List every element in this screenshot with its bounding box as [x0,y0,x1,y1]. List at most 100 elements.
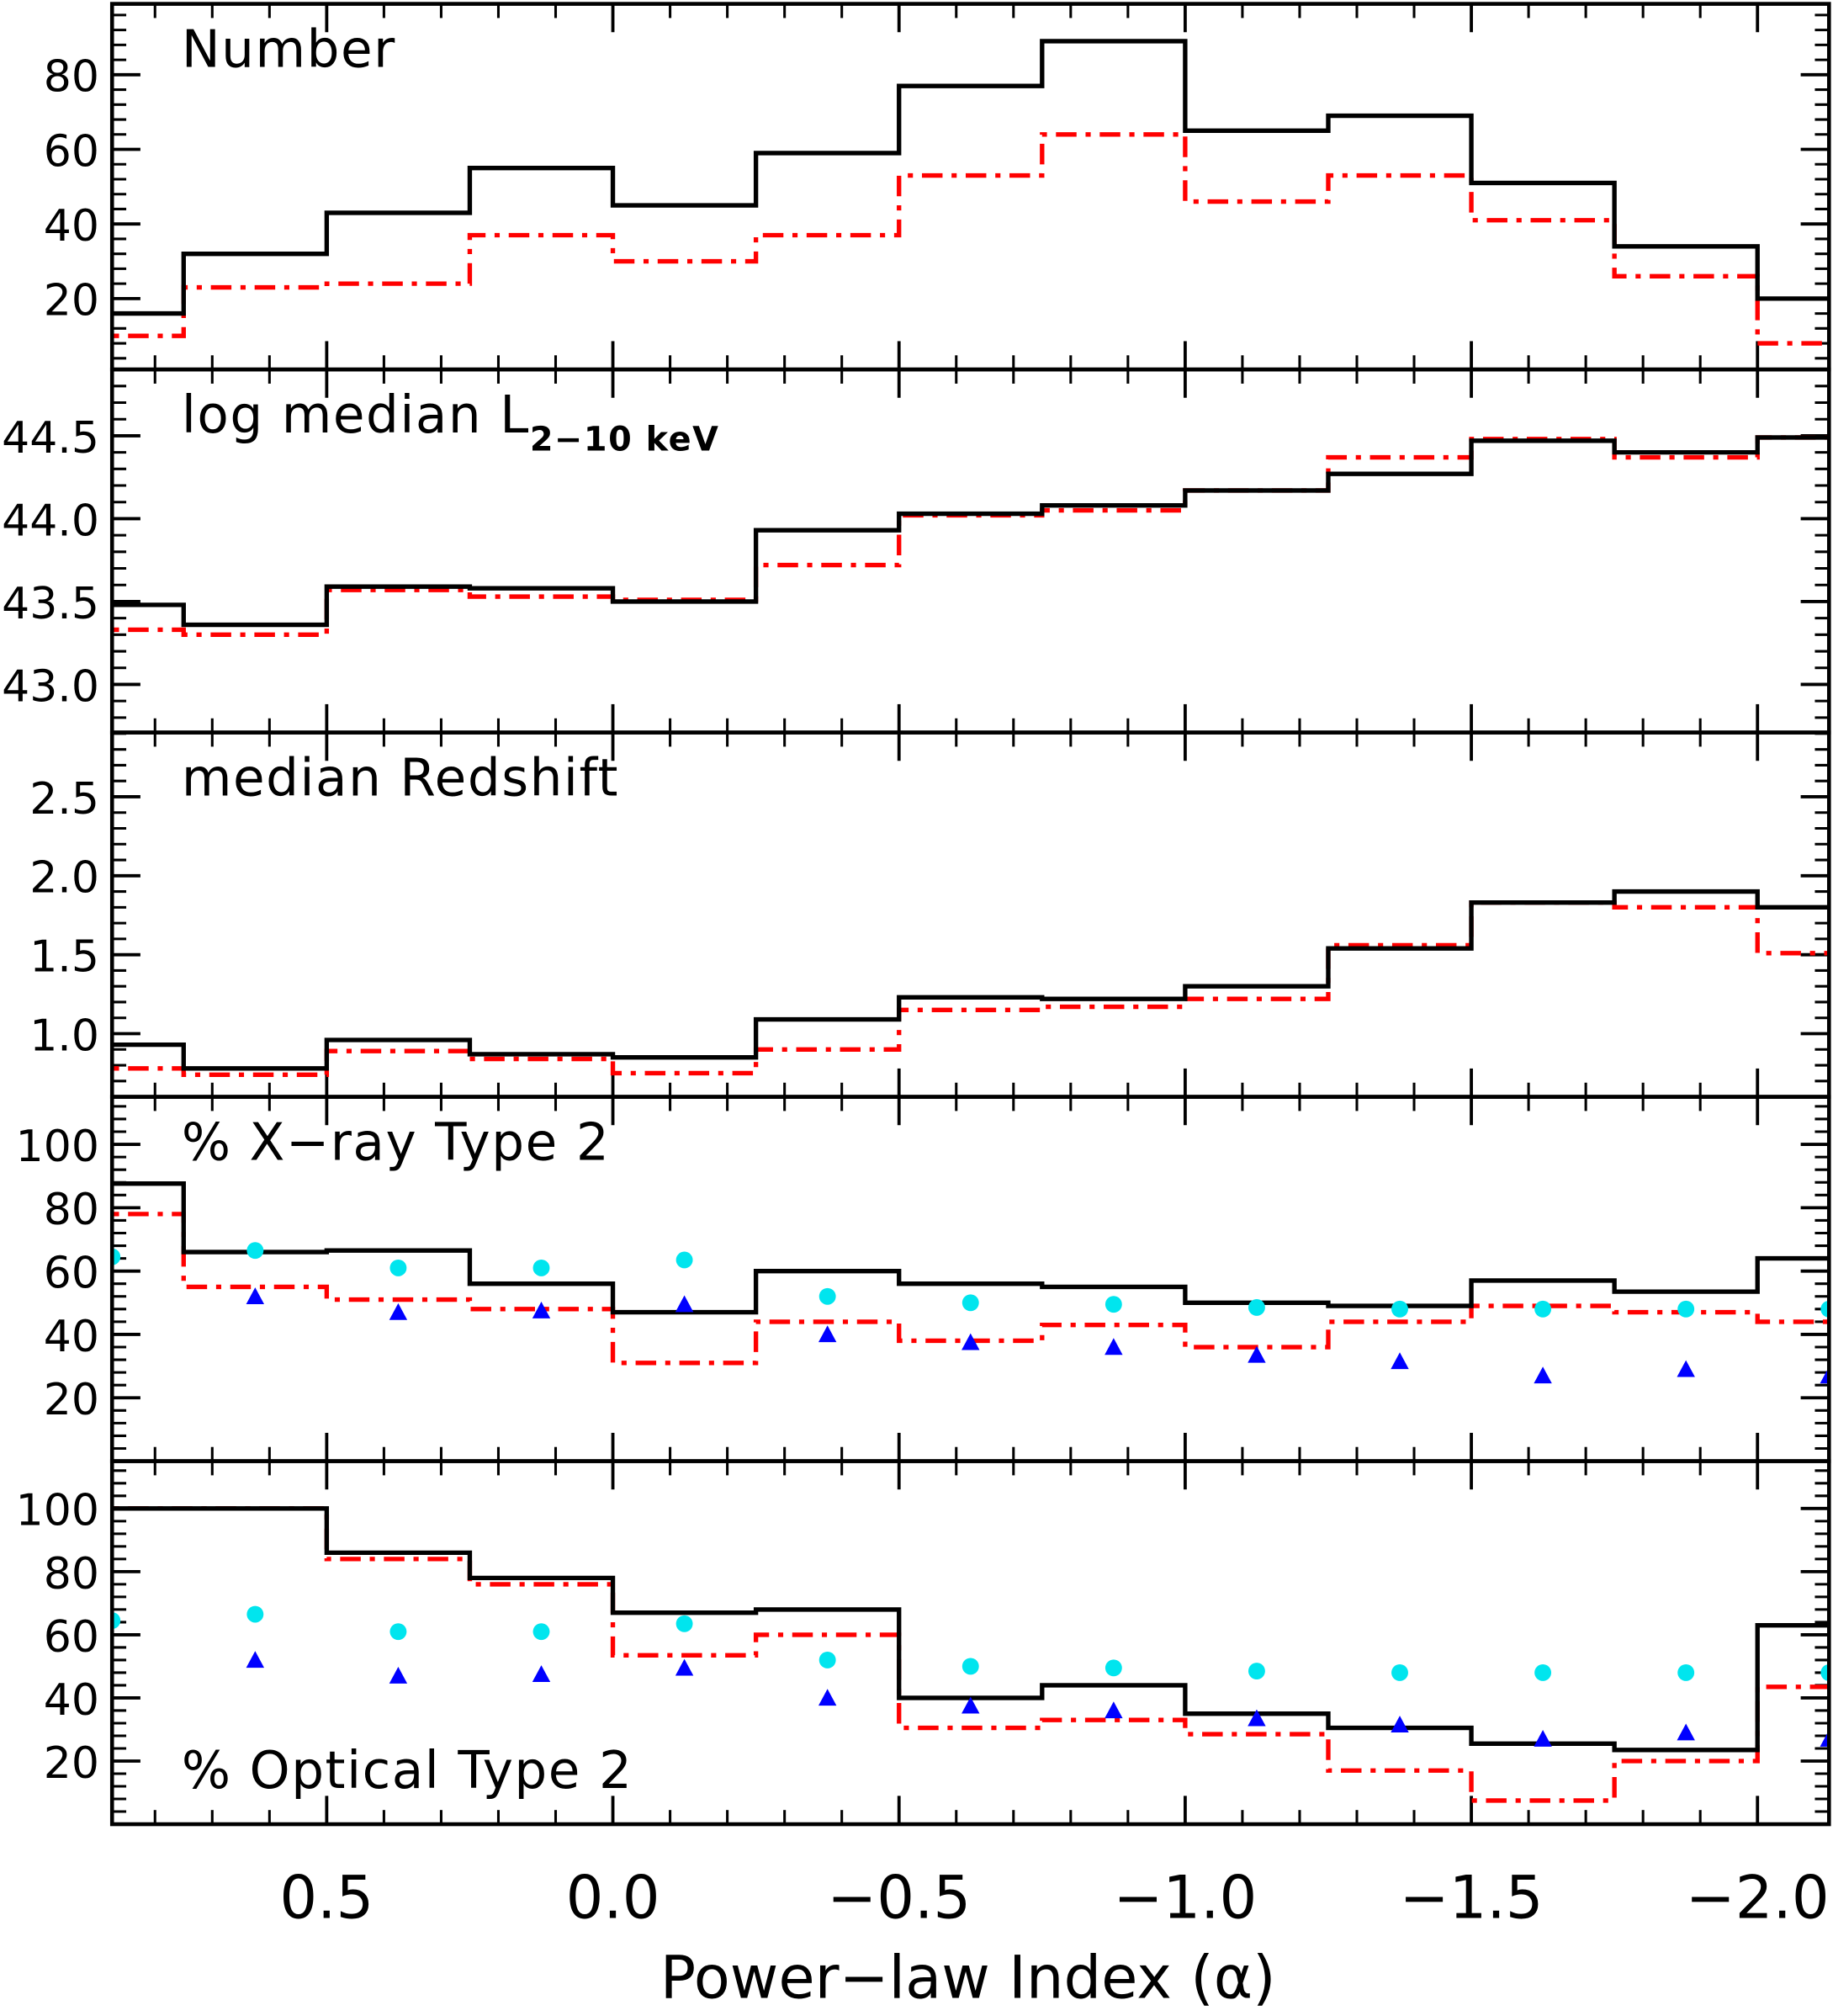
triangle-marker [1820,1366,1830,1384]
y-tick-label: 20 [44,1738,99,1789]
triangle-marker [532,1302,551,1318]
y-tick-label: 40 [44,1675,99,1726]
plot-area [112,1506,1830,1803]
panel-label-subscript: 2−10 keV [530,421,720,459]
circle-marker [532,1259,550,1276]
circle-marker [532,1623,550,1641]
x-axis: 0.5 0.0 −0.5 −1.0 −1.5 −2.0 [279,1864,1829,1933]
x-tick-label: 0.0 [566,1864,660,1933]
panel-2: 43.0 43.5 44.0 44.5 log median L2−10 keV [2,367,1831,735]
circle-marker [389,1259,407,1276]
triangle-marker [1391,1716,1409,1733]
y-tick-label: 2.0 [29,853,99,904]
circle-marker [1534,1663,1552,1681]
y-tick-label: 40 [44,201,99,252]
triangle-marker [818,1325,837,1343]
triangle-marker [1820,1730,1830,1747]
plot-area [112,39,1830,346]
circle-marker [112,1248,121,1265]
dashdot-histogram-line [112,132,1830,346]
solid-histogram-line [112,435,1830,628]
panel-label-text: % X−ray Type 2 [182,1113,610,1173]
circle-marker [1677,1300,1695,1318]
circle-marker [675,1251,693,1269]
panel-label: Number [182,20,396,80]
circle-marker [1820,1300,1830,1318]
triangle-marker [532,1665,551,1682]
panel-label-text: Number [182,20,396,80]
circle-marker [1820,1663,1830,1681]
y-tick-label: 2.5 [29,774,99,825]
circle-marker [1105,1659,1122,1677]
y-tick-label: 43.5 [2,579,99,629]
solid-histogram-line [112,1181,1830,1315]
panel-label: % X−ray Type 2 [182,1113,610,1173]
y-tick-label: 100 [16,1122,99,1172]
panel-1: 20 40 60 80 Number [44,2,1831,372]
y-tick-label: 44.5 [2,413,99,464]
circle-marker [1248,1299,1265,1316]
panel-label-text: % Optical Type 2 [182,1741,633,1801]
y-tick-label: 44.0 [2,496,99,546]
y-tick-label: 60 [44,1612,99,1663]
x-tick-label: 0.5 [279,1864,373,1933]
circle-marker [1391,1300,1408,1318]
circle-marker [112,1612,121,1629]
circle-marker [962,1658,979,1675]
y-tick-label: 80 [44,1185,99,1235]
plot-area [112,435,1830,638]
circle-marker [962,1294,979,1312]
triangle-marker [389,1666,408,1684]
panel-4: 20 40 60 80 100 % X−ray Type 2 [16,1095,1831,1463]
x-tick-label: −1.5 [1400,1864,1544,1933]
dashdot-histogram-line [112,900,1830,1077]
triangle-marker [675,1295,694,1313]
panel-5: 20 40 60 80 100 % Optical Type 2 [16,1459,1831,1827]
panel-label-text: log median L [182,385,530,445]
panel-label: % Optical Type 2 [182,1741,633,1801]
circle-marker [246,1605,264,1623]
circle-marker [818,1287,836,1305]
x-tick-label: −2.0 [1686,1864,1830,1933]
x-tick-label: −1.0 [1113,1864,1257,1933]
panel-frame [109,1459,1831,1827]
y-tick-label: 20 [44,1375,99,1425]
triangle-marker [1677,1723,1695,1741]
circle-marker [818,1651,836,1669]
solid-histogram-line [112,39,1830,316]
panel-label-text: median Redshift [182,749,619,809]
y-tick-label: 80 [44,52,99,103]
y-tick-label: 43.0 [2,661,99,712]
y-tick-label: 80 [44,1549,99,1600]
circle-marker [1391,1663,1408,1681]
dashdot-histogram-line [112,1212,1830,1366]
circle-marker [389,1623,407,1641]
x-tick-label: −0.5 [827,1864,971,1933]
panel-3: 1.0 1.5 2.0 2.5 median Redshift [29,730,1831,1099]
circle-marker [1248,1663,1265,1680]
dashdot-histogram-line [112,435,1830,638]
triangle-marker [1248,1709,1266,1727]
circle-marker [246,1242,264,1260]
triangle-marker [389,1302,408,1320]
y-tick-label: 1.5 [29,932,99,983]
y-tick-label: 60 [44,126,99,177]
plot-area [112,1181,1830,1384]
triangle-marker [818,1689,837,1706]
triangle-marker [962,1696,980,1714]
triangle-marker [1248,1345,1266,1363]
y-tick-label: 100 [16,1486,99,1536]
circle-marker [675,1615,693,1632]
solid-histogram-line [112,1506,1830,1753]
triangle-marker [1677,1360,1695,1377]
circle-marker [1677,1663,1695,1681]
plot-area [112,889,1830,1077]
triangle-marker [1391,1352,1409,1370]
solid-histogram-line [112,889,1830,1071]
triangle-marker [246,1287,265,1304]
triangle-marker [675,1658,694,1676]
triangle-marker [1105,1338,1123,1355]
triangle-marker [1105,1701,1123,1719]
triangle-marker [1534,1730,1552,1747]
